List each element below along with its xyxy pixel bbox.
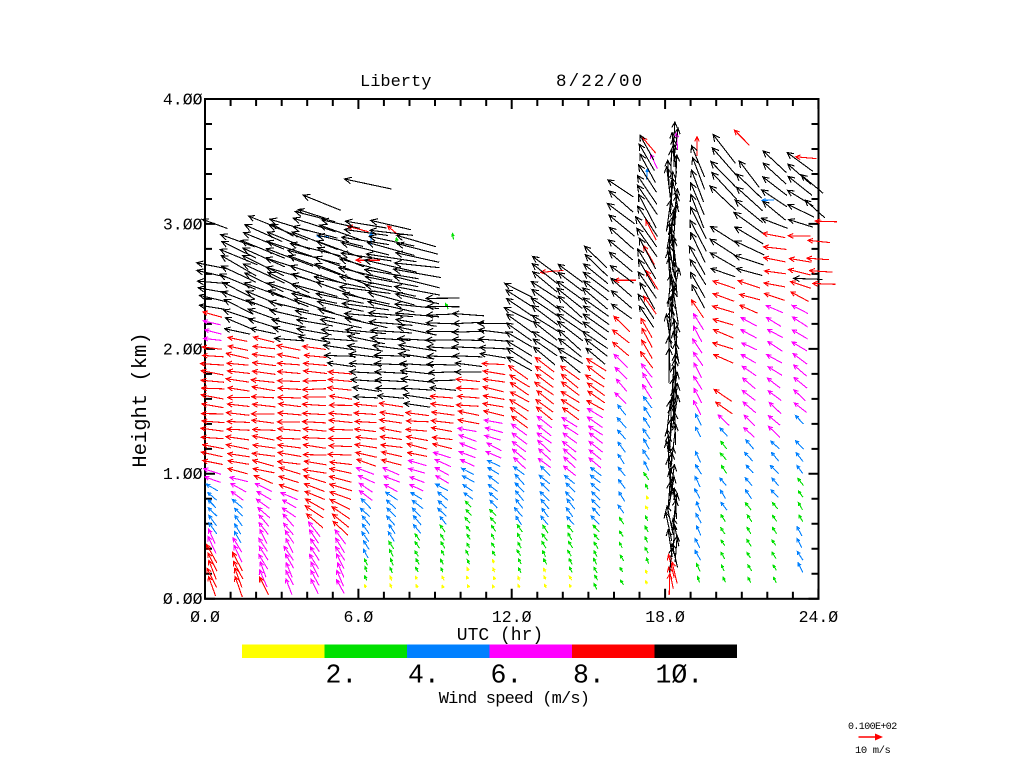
svg-text:12.Ø: 12.Ø <box>492 608 532 627</box>
svg-text:Liberty: Liberty <box>360 73 431 92</box>
svg-text:18.Ø: 18.Ø <box>645 608 685 627</box>
svg-text:0.100E+02: 0.100E+02 <box>848 722 897 733</box>
svg-text:6.: 6. <box>491 661 523 691</box>
svg-text:Ø.Ø: Ø.Ø <box>190 608 220 627</box>
svg-text:4.: 4. <box>408 661 440 691</box>
svg-text:10 m/s: 10 m/s <box>855 745 891 757</box>
svg-text:4.ØØ: 4.ØØ <box>163 90 203 109</box>
svg-text:1.ØØ: 1.ØØ <box>163 465 203 484</box>
svg-text:6.Ø: 6.Ø <box>344 608 374 627</box>
svg-text:8.: 8. <box>573 661 605 691</box>
svg-text:Height (km): Height (km) <box>130 332 153 467</box>
svg-text:Ø.ØØ: Ø.ØØ <box>163 590 203 609</box>
svg-text:2.: 2. <box>326 661 358 691</box>
svg-text:8/22/00: 8/22/00 <box>556 72 644 92</box>
svg-text:Wind speed (m/s): Wind speed (m/s) <box>439 690 589 709</box>
svg-text:2.ØØ: 2.ØØ <box>163 340 203 359</box>
svg-text:1Ø.: 1Ø. <box>656 661 704 691</box>
svg-text:UTC (hr): UTC (hr) <box>457 626 543 646</box>
svg-text:24.Ø: 24.Ø <box>799 608 839 627</box>
svg-text:3.ØØ: 3.ØØ <box>163 215 203 234</box>
